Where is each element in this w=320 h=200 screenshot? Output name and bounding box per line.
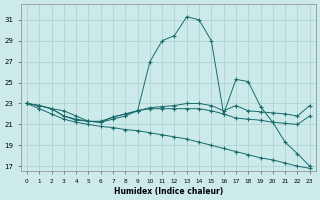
X-axis label: Humidex (Indice chaleur): Humidex (Indice chaleur)	[114, 187, 223, 196]
